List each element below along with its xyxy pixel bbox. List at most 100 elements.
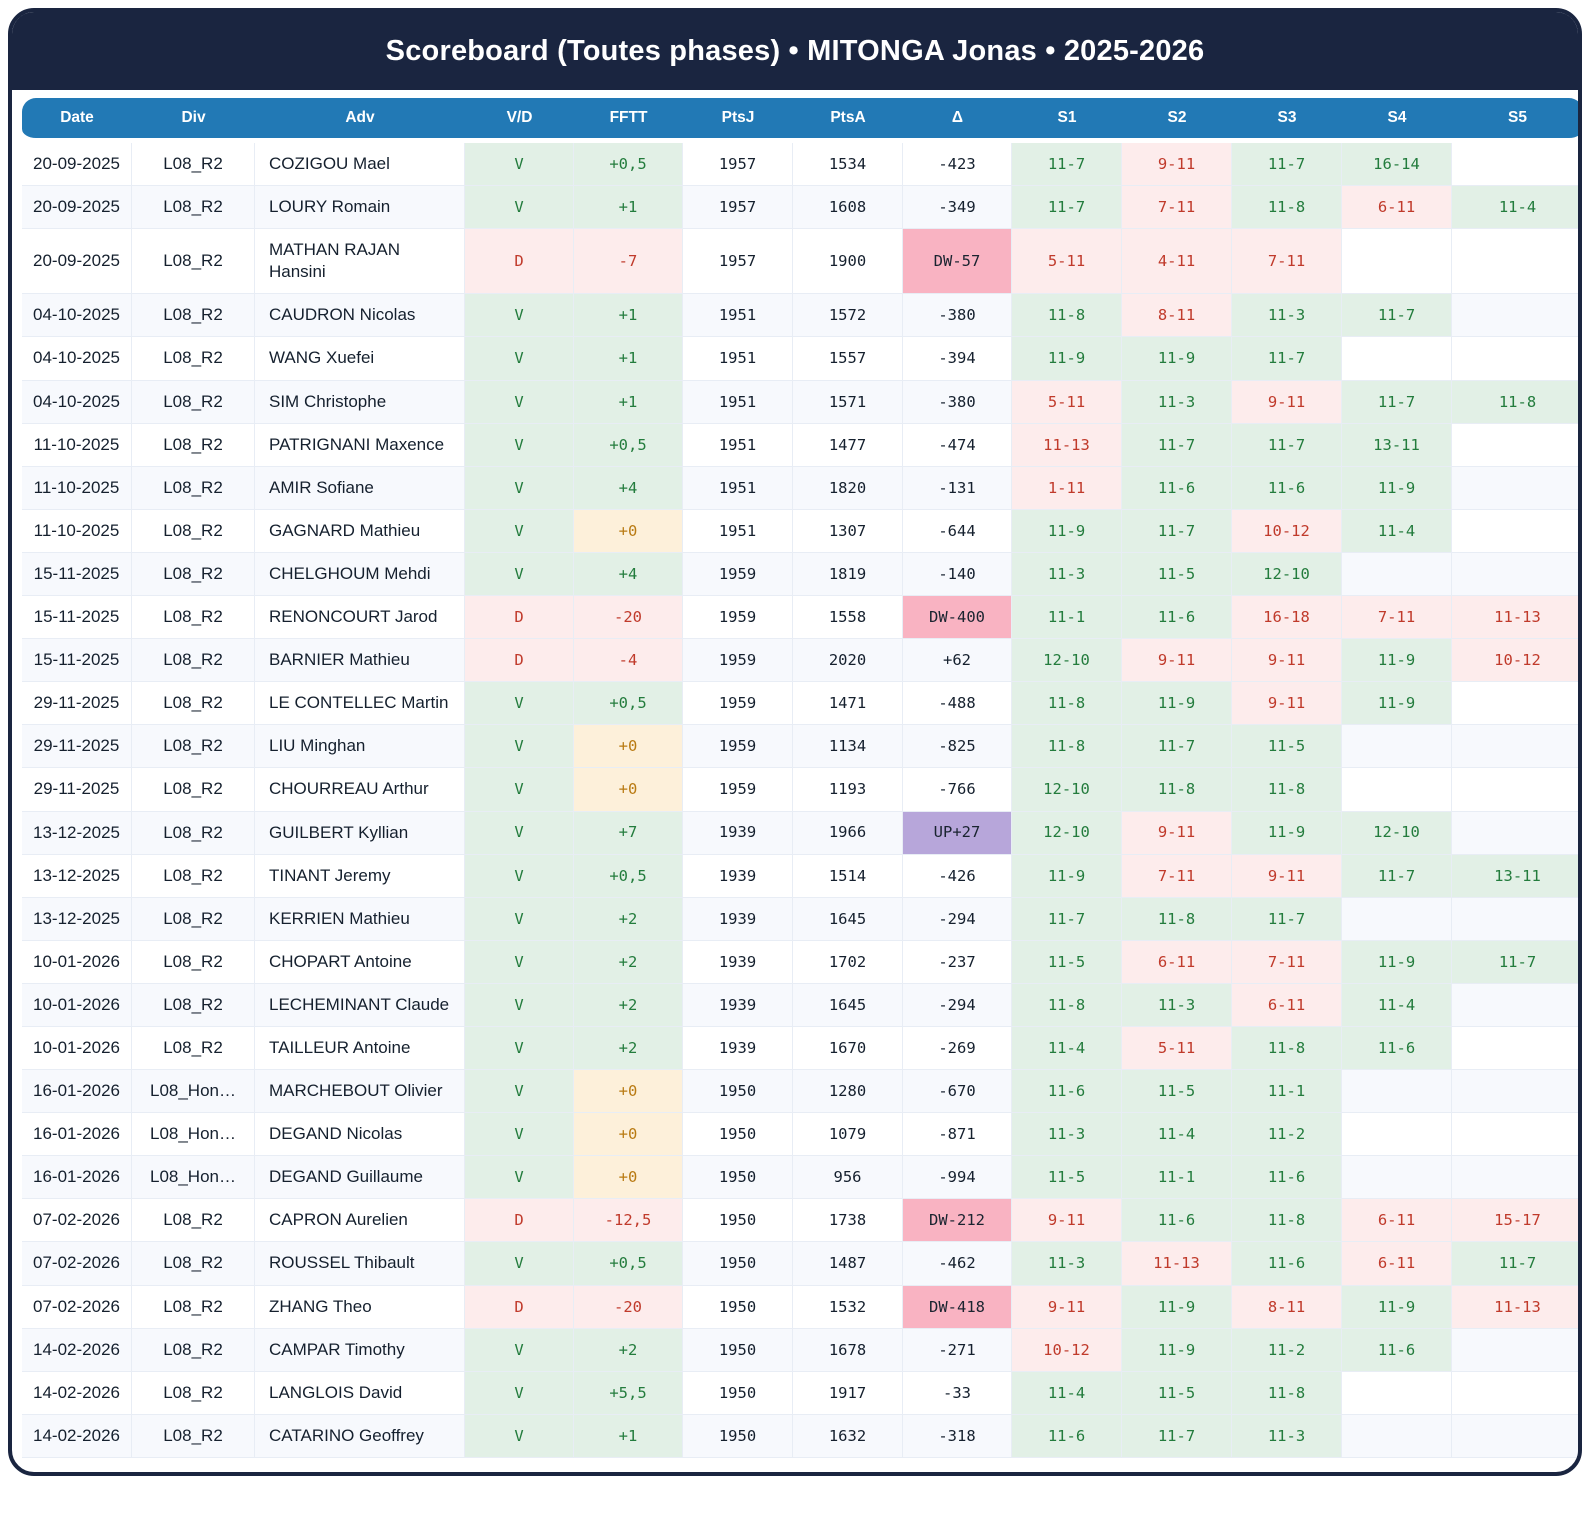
cell-delta: DW-400 [903, 596, 1012, 640]
cell-fftt: +0 [574, 725, 683, 769]
cell-vd: V [465, 466, 574, 510]
cell-set [1452, 1156, 1578, 1200]
scoreboard-card: Scoreboard (Toutes phases) • MITONGA Jon… [8, 8, 1582, 1476]
cell-date: 10-01-2026 [22, 1026, 132, 1071]
cell-set [1342, 1156, 1452, 1200]
cell-ptsa: 1819 [793, 552, 903, 597]
cell-set [1452, 467, 1578, 510]
cell-adv: CHOURREAU Arthur [255, 768, 465, 812]
cell-vd: V [465, 509, 574, 553]
cell-set: 11-5 [1232, 725, 1342, 769]
cell-div: L08_R2 [132, 768, 255, 812]
cell-delta: -131 [903, 466, 1012, 510]
table-row: 13-12-2025 L08_R2 KERRIEN Mathieu V +2 1… [22, 897, 1578, 941]
cell-set: 11-7 [1342, 380, 1452, 424]
cell-set: 11-8 [1452, 380, 1578, 424]
cell-vd: V [465, 186, 574, 230]
cell-set [1342, 725, 1452, 769]
cell-date: 04-10-2025 [22, 337, 132, 381]
cell-fftt: +0 [574, 1113, 683, 1157]
cell-ptsa: 1900 [793, 229, 903, 295]
table-row: 16-01-2026 L08_Hon… DEGAND Nicolas V +0 … [22, 1113, 1578, 1157]
cell-ptsa: 1487 [793, 1242, 903, 1286]
table-header-row: Date Div Adv V/D FFTT PtsJ PtsA Δ S1 S2 … [22, 98, 1578, 143]
cell-date: 13-12-2025 [22, 897, 132, 941]
cell-set: 11-1 [1232, 1070, 1342, 1114]
cell-set: 9-11 [1012, 1285, 1122, 1329]
cell-set: 7-11 [1232, 940, 1342, 984]
cell-set [1342, 1113, 1452, 1157]
cell-set: 11-4 [1342, 509, 1452, 553]
cell-set: 13-11 [1342, 423, 1452, 467]
cell-ptsa: 1557 [793, 337, 903, 381]
table-row: 15-11-2025 L08_R2 BARNIER Mathieu D -4 1… [22, 639, 1578, 683]
cell-set [1342, 1371, 1452, 1415]
cell-set [1452, 1329, 1578, 1372]
cell-ptsj: 1939 [683, 854, 793, 898]
cell-adv: SIM Christophe [255, 380, 465, 424]
cell-fftt: +0 [574, 768, 683, 812]
cell-adv: LANGLOIS David [255, 1371, 465, 1415]
cell-set: 16-14 [1342, 143, 1452, 187]
cell-date: 07-02-2026 [22, 1199, 132, 1243]
cell-set: 11-2 [1232, 1328, 1342, 1372]
cell-fftt: -4 [574, 639, 683, 683]
cell-set: 7-11 [1232, 229, 1342, 295]
cell-set: 11-7 [1342, 854, 1452, 898]
cell-set: 11-9 [1342, 1285, 1452, 1329]
cell-ptsj: 1950 [683, 1242, 793, 1286]
cell-set: 11-7 [1122, 725, 1232, 769]
cell-set [1342, 337, 1452, 381]
cell-set: 11-6 [1012, 1070, 1122, 1114]
cell-set: 11-13 [1012, 423, 1122, 467]
cell-ptsj: 1950 [683, 1113, 793, 1157]
cell-set: 11-3 [1122, 380, 1232, 424]
cell-ptsa: 1917 [793, 1371, 903, 1415]
cell-ptsa: 1477 [793, 423, 903, 467]
cell-set [1452, 1372, 1578, 1415]
cell-fftt: +1 [574, 186, 683, 230]
cell-delta: -462 [903, 1242, 1012, 1286]
cell-set: 11-7 [1232, 143, 1342, 187]
cell-delta: -871 [903, 1113, 1012, 1157]
cell-set: 11-9 [1232, 811, 1342, 855]
column-header-s4: S4 [1342, 98, 1452, 143]
table-row: 04-10-2025 L08_R2 CAUDRON Nicolas V +1 1… [22, 294, 1578, 338]
cell-fftt: +0,5 [574, 854, 683, 898]
cell-set: 11-6 [1122, 1199, 1232, 1243]
cell-ptsj: 1951 [683, 466, 793, 510]
cell-ptsj: 1951 [683, 423, 793, 467]
cell-set: 10-12 [1012, 1328, 1122, 1372]
cell-fftt: +4 [574, 552, 683, 597]
column-header-s1: S1 [1012, 98, 1122, 143]
cell-div: L08_R2 [132, 1199, 255, 1243]
cell-ptsj: 1957 [683, 186, 793, 230]
cell-set [1452, 229, 1578, 295]
cell-set: 11-6 [1342, 1026, 1452, 1071]
cell-set [1452, 1415, 1578, 1458]
cell-adv: GAGNARD Mathieu [255, 509, 465, 553]
cell-set: 11-5 [1012, 940, 1122, 984]
cell-delta: UP+27 [903, 811, 1012, 855]
cell-date: 20-09-2025 [22, 186, 132, 230]
cell-date: 15-11-2025 [22, 639, 132, 683]
cell-date: 16-01-2026 [22, 1113, 132, 1157]
cell-delta: -294 [903, 897, 1012, 941]
cell-adv: LIU Minghan [255, 725, 465, 769]
cell-ptsa: 1670 [793, 1026, 903, 1071]
cell-set: 9-11 [1012, 1199, 1122, 1243]
cell-set [1342, 897, 1452, 941]
cell-date: 10-01-2026 [22, 983, 132, 1027]
cell-set: 12-10 [1342, 811, 1452, 855]
cell-fftt: +2 [574, 1026, 683, 1071]
cell-set: 10-12 [1232, 509, 1342, 553]
table-row: 11-10-2025 L08_R2 AMIR Sofiane V +4 1951… [22, 466, 1578, 510]
cell-adv: KERRIEN Mathieu [255, 897, 465, 941]
cell-set: 7-11 [1122, 186, 1232, 230]
cell-ptsj: 1951 [683, 294, 793, 338]
cell-set: 4-11 [1122, 229, 1232, 295]
cell-ptsj: 1950 [683, 1414, 793, 1458]
cell-vd: V [465, 940, 574, 984]
cell-div: L08_R2 [132, 725, 255, 769]
cell-div: L08_R2 [132, 337, 255, 381]
